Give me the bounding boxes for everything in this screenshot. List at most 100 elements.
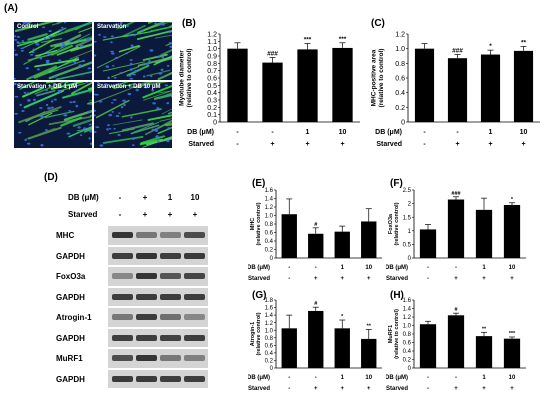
wb-band xyxy=(136,232,157,238)
myotube-fibre xyxy=(146,69,171,77)
micrograph-starvation-db1: Starvation + DB 1 μM xyxy=(14,82,92,148)
myotube-fibre xyxy=(69,49,92,60)
wb-row-label: Atrogin-1 xyxy=(56,313,92,322)
nucleus-dot xyxy=(16,41,20,44)
myotube-fibre xyxy=(48,115,92,126)
panel-label-f: (F) xyxy=(390,178,403,189)
row-value-db: 10 xyxy=(365,375,372,381)
myotube-fibre xyxy=(48,57,78,73)
nucleus-dot xyxy=(58,29,63,32)
y-tick-label: 1.6 xyxy=(403,298,412,304)
wb-band xyxy=(112,252,133,259)
nucleus-dot xyxy=(130,116,133,119)
myotube-fibre xyxy=(142,84,172,99)
nucleus-dot xyxy=(159,22,162,26)
myotube-fibre xyxy=(63,109,92,121)
micrograph-starvation-db10: Starvation + DB 10 μM xyxy=(94,82,172,148)
bar xyxy=(281,328,297,368)
myotube-fibre xyxy=(150,25,172,33)
wb-membrane xyxy=(108,246,208,265)
y-tick-label: 0.6 xyxy=(395,75,405,82)
row-value-starved: + xyxy=(270,141,274,148)
y-tick-label: 1.2 xyxy=(207,31,217,38)
y-tick-label: 0 xyxy=(270,366,274,372)
myotube-fibre xyxy=(25,127,56,140)
wb-membrane xyxy=(108,308,208,327)
myotube-fibre xyxy=(139,138,164,146)
nucleus-dot xyxy=(47,52,50,56)
bar xyxy=(308,310,324,368)
significance-label: *** xyxy=(339,36,347,43)
nucleus-dot xyxy=(128,75,132,77)
nucleus-dot xyxy=(156,107,160,110)
nucleus-dot xyxy=(131,137,136,140)
y-axis-label-line: (relative control) xyxy=(256,202,262,245)
y-tick-label: 0.6 xyxy=(403,341,412,347)
nucleus-dot xyxy=(58,59,62,62)
myotube-fibre xyxy=(126,64,150,77)
significance-label: * xyxy=(489,43,492,50)
y-axis-label-line: MuRF1 xyxy=(388,325,394,343)
myotube-fibre xyxy=(121,24,146,38)
nucleus-dot xyxy=(40,144,44,147)
nucleus-dot xyxy=(44,129,48,131)
y-tick-label: 0 xyxy=(213,119,217,126)
row-value-db: - xyxy=(288,265,290,271)
y-axis-label: MHC-positive area(relative to control) xyxy=(371,49,385,108)
row-value-db: - xyxy=(236,129,239,136)
nucleus-dot xyxy=(104,141,107,144)
wb-band xyxy=(136,355,157,361)
myotube-fibre xyxy=(130,124,160,135)
nucleus-dot xyxy=(113,76,117,79)
myotube-fibre xyxy=(48,60,84,74)
row-label-db: DB (μM) xyxy=(248,265,270,271)
y-tick-label: 0 xyxy=(408,366,412,372)
myotube-fibre xyxy=(21,87,44,98)
nucleus-dot xyxy=(61,44,66,46)
nucleus-dot xyxy=(53,98,57,101)
y-tick-label: 1.0 xyxy=(207,46,217,53)
y-axis-label-line: MHC xyxy=(250,218,256,231)
row-value-starved: - xyxy=(236,141,239,148)
wb-band xyxy=(184,252,205,259)
wb-starved-value: + xyxy=(167,210,173,219)
bar xyxy=(513,50,534,122)
y-tick-label: 0.8 xyxy=(265,336,274,342)
nucleus-dot xyxy=(155,127,159,130)
wb-db-value: 10 xyxy=(190,193,200,202)
nucleus-dot xyxy=(32,48,36,51)
y-axis-label: Atrogin-1(relative control) xyxy=(250,312,262,355)
wb-row-label: GAPDH xyxy=(56,333,85,343)
y-axis-label-line: Atrogin-1 xyxy=(250,322,256,346)
myotube-fibre xyxy=(18,106,62,124)
y-tick-label: 0.8 xyxy=(207,61,217,68)
nucleus-dot xyxy=(108,113,113,117)
myotube-fibre xyxy=(161,108,172,115)
nucleus-dot xyxy=(89,130,92,133)
myotube-fibre xyxy=(137,22,167,34)
bar xyxy=(447,315,465,368)
row-value-db: 1 xyxy=(306,129,310,136)
row-value-starved: + xyxy=(314,276,318,282)
myotube-fibre xyxy=(143,90,172,101)
nucleus-dot xyxy=(110,41,113,44)
row-value-db: 10 xyxy=(520,129,528,136)
y-axis-label-line: (relative control) xyxy=(256,312,262,355)
bar xyxy=(262,62,283,122)
y-tick-label: 2 xyxy=(408,202,412,208)
nucleus-dot xyxy=(14,35,17,38)
nucleus-dot xyxy=(87,110,92,113)
nucleus-dot xyxy=(86,38,90,41)
y-tick-label: 0.4 xyxy=(265,351,274,357)
nucleus-dot xyxy=(150,74,153,78)
row-value-starved: + xyxy=(305,141,309,148)
bar xyxy=(414,48,435,122)
wb-band xyxy=(136,334,157,341)
nucleus-dot xyxy=(26,142,31,145)
nucleus-dot xyxy=(14,95,19,98)
nucleus-dot xyxy=(106,128,109,131)
wb-band xyxy=(184,314,205,320)
nucleus-dot xyxy=(61,26,64,29)
significance-label: * xyxy=(511,197,514,203)
nucleus-dot xyxy=(129,77,134,80)
